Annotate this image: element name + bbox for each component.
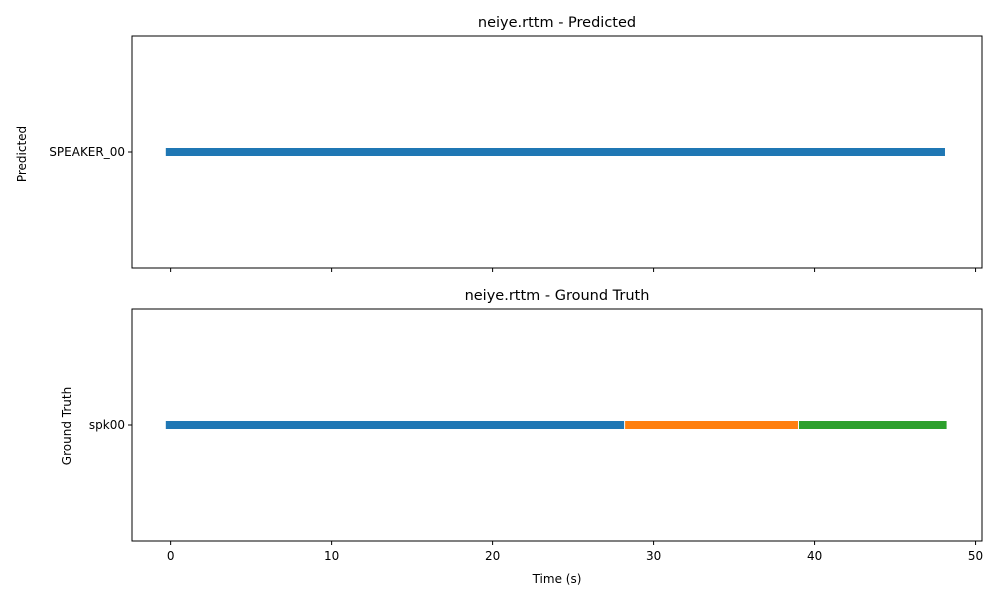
ground-truth-x-tick-label: 40 <box>807 549 822 563</box>
predicted-marks: SPEAKER_00 <box>49 145 977 272</box>
predicted-panel: neiye.rttm - Predicted Predicted SPEAKER… <box>15 15 983 272</box>
ground-truth-segment-2 <box>798 421 947 429</box>
predicted-segment-0 <box>165 148 945 156</box>
ground-truth-x-tick-label: 50 <box>968 549 983 563</box>
predicted-y-axis-label: Predicted <box>15 126 29 182</box>
ground-truth-x-tick-label: 20 <box>485 549 500 563</box>
ground-truth-x-tick-label: 30 <box>646 549 661 563</box>
ground-truth-segment-0 <box>165 421 625 429</box>
predicted-y-tick-label: SPEAKER_00 <box>49 145 125 159</box>
ground-truth-segment-1 <box>624 421 799 429</box>
ground-truth-x-tick-label: 10 <box>324 549 339 563</box>
predicted-title: neiye.rttm - Predicted <box>478 15 636 31</box>
ground-truth-y-tick-label: spk00 <box>89 418 125 432</box>
ground-truth-y-axis-label: Ground Truth <box>60 387 74 465</box>
ground-truth-plot-frame <box>131 308 983 542</box>
ground-truth-title: neiye.rttm - Ground Truth <box>465 288 650 304</box>
ground-truth-marks: spk00 0 10 20 30 40 50 <box>89 418 983 563</box>
ground-truth-panel: neiye.rttm - Ground Truth Ground Truth s… <box>60 288 983 586</box>
predicted-plot-frame <box>131 35 983 269</box>
ground-truth-x-tick-label: 0 <box>167 549 175 563</box>
x-axis-label: Time (s) <box>532 572 582 586</box>
